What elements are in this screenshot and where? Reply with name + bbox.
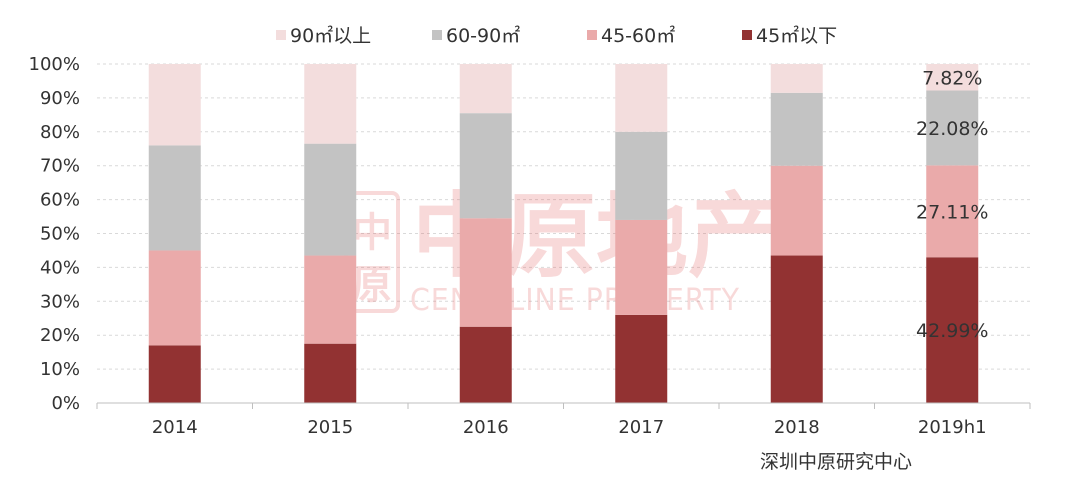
y-tick-label: 90% — [40, 88, 80, 109]
y-tick-label: 0% — [51, 393, 80, 414]
data-label: 22.08% — [916, 118, 988, 140]
x-tick-label: 2019h1 — [918, 417, 987, 438]
x-tick-label: 2017 — [618, 417, 664, 438]
bar-segment — [148, 345, 201, 403]
bar-segment — [459, 218, 512, 327]
bar-segment — [304, 343, 357, 403]
bar-segment — [770, 92, 823, 166]
bar-segment — [926, 64, 979, 91]
x-tick-label: 2015 — [307, 417, 353, 438]
data-labels: 42.99% 27.11% 22.08% 7.82% — [916, 67, 988, 342]
bar-segment — [926, 165, 979, 258]
y-tick-label: 20% — [40, 325, 80, 346]
legend-label: 60-90㎡ — [446, 24, 520, 47]
bar-segment — [926, 257, 979, 403]
x-tick-label: 2014 — [152, 417, 198, 438]
bar-segment — [304, 143, 357, 256]
bar-segment — [459, 113, 512, 219]
legend-swatch — [742, 30, 752, 40]
bar-segment — [615, 219, 668, 315]
legend-label: 90㎡以上 — [290, 24, 371, 47]
bar-segment — [926, 90, 979, 166]
legend-swatch — [587, 30, 597, 40]
legend-label: 45㎡以下 — [756, 24, 837, 47]
data-label: 42.99% — [916, 320, 988, 342]
bar-segment — [459, 64, 512, 114]
bar-segment — [770, 165, 823, 256]
data-label: 27.11% — [916, 201, 988, 223]
y-tick-label: 10% — [40, 359, 80, 380]
bar-segment — [148, 64, 201, 146]
y-tick-label: 100% — [29, 54, 80, 75]
bar-segment — [770, 255, 823, 403]
bar-segment — [304, 255, 357, 344]
x-tick-label: 2016 — [463, 417, 509, 438]
watermark-logo-glyph-1: 中 — [352, 210, 392, 256]
x-tick-label: 2018 — [774, 417, 820, 438]
bar-segment — [615, 131, 668, 220]
bar-segment — [148, 250, 201, 346]
legend-swatch — [276, 30, 286, 40]
y-tick-label: 70% — [40, 156, 80, 177]
bar-segment — [148, 145, 201, 251]
bar-segment — [770, 64, 823, 93]
watermark-logo-glyph-2: 原 — [352, 262, 392, 308]
y-tick-label: 30% — [40, 291, 80, 312]
bar-segment — [615, 314, 668, 403]
legend: 90㎡以上 60-90㎡ 45-60㎡ 45㎡以下 — [276, 24, 837, 47]
bar-segment — [459, 326, 512, 403]
y-tick-label: 80% — [40, 122, 80, 143]
watermark: 中 原 中原地产 CENTALINE PROPERTY — [344, 183, 780, 318]
y-tick-label: 60% — [40, 190, 80, 211]
bars — [148, 64, 979, 403]
legend-label: 45-60㎡ — [601, 24, 675, 47]
axes: 0% 10% 20% 30% 40% 50% 60% 70% 80% 90% 100% 2014 201… — [29, 54, 1031, 438]
bar-segment — [615, 64, 668, 132]
data-label: 7.82% — [922, 67, 982, 89]
bar-segment — [304, 64, 357, 144]
y-tick-label: 50% — [40, 224, 80, 245]
legend-swatch — [432, 30, 442, 40]
y-tick-label: 40% — [40, 257, 80, 278]
watermark-english: CENTALINE PROPERTY — [410, 283, 740, 318]
source-note: 深圳中原研究中心 — [760, 451, 912, 473]
